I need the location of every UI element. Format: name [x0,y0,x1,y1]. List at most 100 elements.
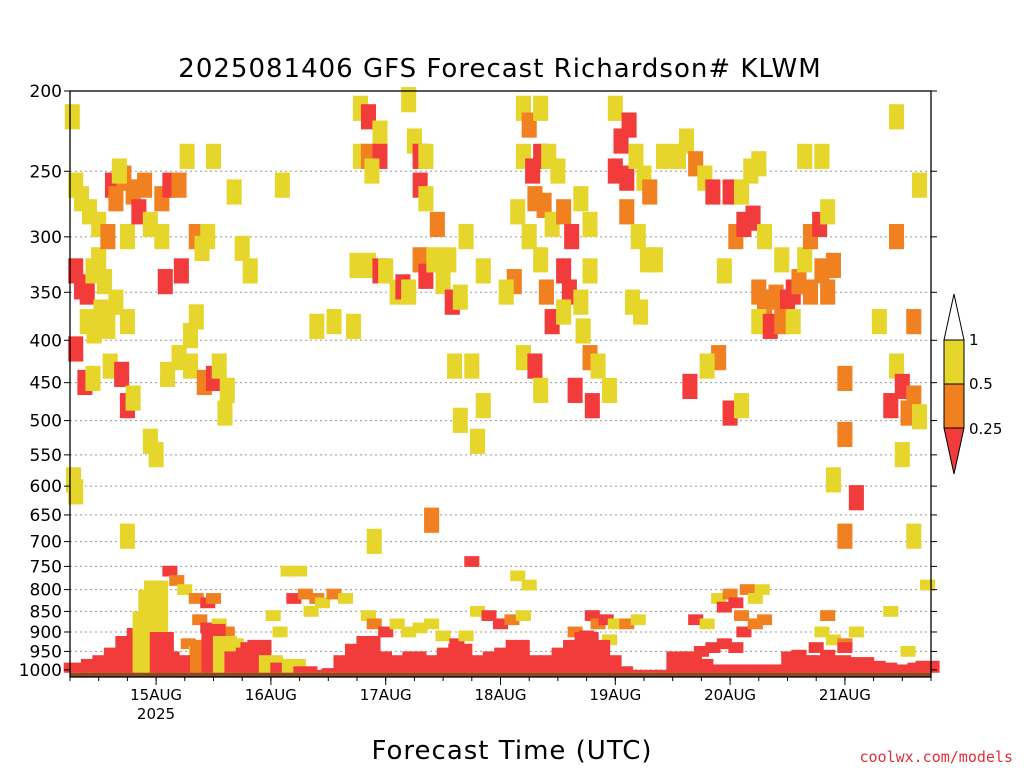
ri-cell [475,393,491,419]
ri-cell [544,309,560,335]
ri-cell [68,336,84,362]
ri-cell [582,211,598,238]
ri-cell [911,404,928,430]
ri-cell [538,279,554,305]
y-axis: 200 250 300 350 400 450 500 550 600 650 700 750 8008… [19,82,937,681]
ground [70,672,931,677]
legend-bin-high [943,339,965,385]
ri-cell [137,172,153,198]
pbl-cell [360,610,377,621]
pbl-cell [265,610,281,621]
ri-cell [607,158,623,184]
plot-area [63,87,940,678]
y-tick-label: 650 [30,506,62,526]
pbl-cell [590,618,606,630]
ri-cell [768,284,784,310]
ri-cell [619,165,635,191]
pbl-cell [280,565,296,577]
ri-cell [79,279,95,305]
pbl-cell [205,593,222,604]
y-tick-label: 750 [30,557,62,577]
pbl-cell [567,626,583,638]
ri-cell [533,95,549,121]
pbl-cell [711,593,727,604]
ri-cell [621,112,637,138]
ri-cell [85,365,101,392]
ri-cell [521,112,537,138]
pbl-cell [492,618,509,630]
ri-cell [619,199,635,225]
ri-cell [556,199,572,225]
pbl-cell [699,618,715,630]
legend-arrow-top [943,293,965,341]
y-tick-label: 400 [30,331,62,351]
boundary-layer-cell [620,669,645,673]
ri-cell [814,258,830,284]
ri-cell [556,299,572,325]
pbl-cell [188,593,204,604]
ri-cell [820,199,836,225]
ri-cell [346,313,362,339]
ri-cell [533,247,549,273]
ri-cell [647,247,664,273]
x-tick-label: 18AUG [475,686,527,704]
pbl-cell [169,575,185,586]
ri-cell [510,199,526,225]
ri-cell [125,179,141,205]
x-tick-label: 16AUG [245,686,297,704]
legend-arrow-bottom [943,427,965,475]
ri-cell [883,393,899,419]
x-tick-label: 15AUG [130,686,182,704]
ri-cell [515,345,531,371]
ri-cell [544,211,560,238]
ri-cell [757,289,773,315]
pbl-cell [820,610,836,621]
pbl-cell [808,642,824,653]
x-tick-label: 17AUG [360,686,412,704]
y-tick-label: 800 [30,581,62,601]
pbl-cell [272,626,288,638]
ri-cell [179,143,195,169]
ri-cell [475,258,491,284]
ri-cell [424,507,440,533]
ri-cell [418,186,434,212]
pbl-cell [177,584,193,595]
ri-cell [711,345,727,371]
pbl-cell [619,618,635,630]
ri-cell [108,186,124,212]
ri-cell [567,377,583,403]
pbl-cell [412,622,428,634]
ri-cell [234,235,250,262]
ri-cell [447,353,463,379]
ri-cell [309,313,325,339]
pbl-cell [297,588,313,600]
ri-cell [751,309,767,335]
pbl-cell [598,614,614,626]
ri-cell [464,353,480,379]
y-tick-label: 300 [30,228,62,248]
legend-label-0.25: 0.25 [969,420,1002,438]
pbl-cell [734,610,750,621]
pbl-cell [378,626,394,638]
ri-cell [633,299,649,325]
pbl-cell [521,579,537,591]
ri-cell [418,143,434,169]
y-tick-label: 600 [30,477,62,497]
boundary-layer-cell [304,669,329,673]
ri-cell [326,309,342,335]
ri-cell [429,211,445,238]
y-tick-label: 950 [30,642,62,662]
boundary-layer-cell [293,666,318,673]
pbl-cell [693,645,709,657]
pbl-cell [464,556,480,567]
ri-cell [91,247,107,273]
boundary-layer-cell [63,662,88,673]
ri-cell [401,87,417,113]
pbl-cell [458,630,474,642]
y-tick-label: 1000 [19,661,62,681]
ri-cell [401,279,417,305]
ri-cell [642,179,658,205]
ri-cell [157,269,173,295]
ri-cell [378,258,394,284]
pbl-cell [736,626,752,638]
